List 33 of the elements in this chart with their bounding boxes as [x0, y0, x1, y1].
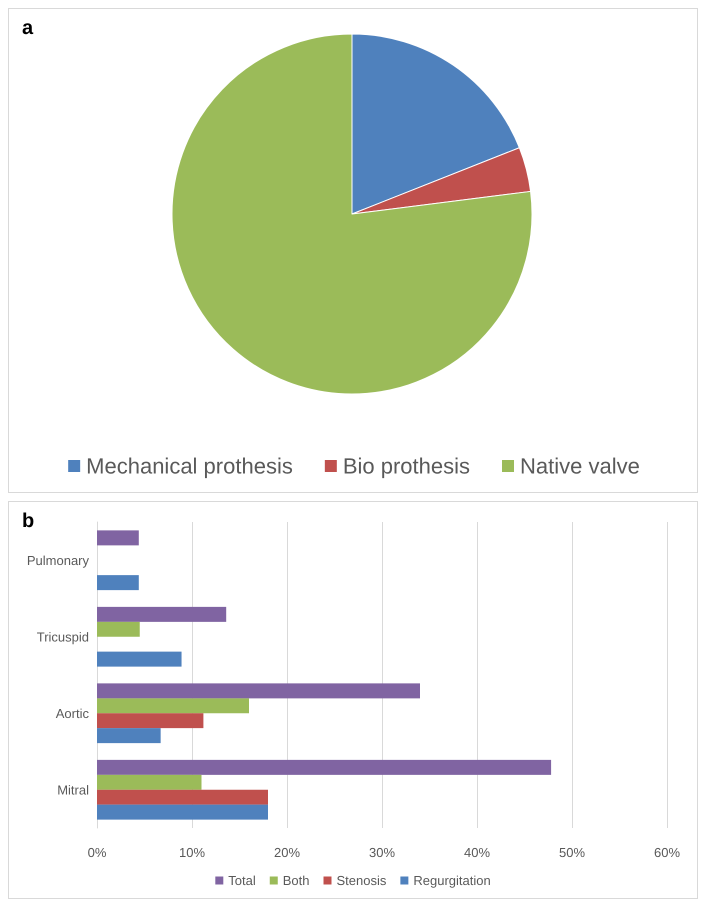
bar [97, 728, 161, 744]
x-tick-label: 0% [88, 845, 107, 860]
bar [97, 774, 202, 790]
legend-label: Total [228, 873, 256, 888]
bar [97, 683, 420, 698]
bar [97, 622, 140, 637]
x-tick-label: 60% [654, 845, 680, 860]
legend-label: Bio prothesis [342, 454, 470, 478]
y-tick-label: Tricuspid [36, 629, 89, 644]
x-tick-label: 10% [178, 845, 206, 860]
x-tick-label: 40% [464, 845, 490, 860]
y-tick-label: Mitral [57, 782, 90, 798]
legend-label: Stenosis [336, 873, 387, 888]
legend-label: Mechanical prothesis [86, 454, 293, 478]
bar [97, 790, 268, 805]
bar [97, 804, 268, 820]
chart-title: b [22, 510, 34, 532]
x-tick-label: 50% [558, 845, 586, 860]
bar [97, 760, 552, 775]
bar [97, 713, 204, 728]
bar [97, 530, 139, 546]
bar [97, 606, 226, 622]
chart-title: a [22, 17, 34, 39]
bar [97, 698, 249, 714]
legend-label: Both [282, 873, 310, 888]
bar [97, 652, 182, 667]
y-tick-label: Aortic [56, 706, 90, 721]
y-tick-label: Pulmonary [26, 552, 90, 568]
x-tick-label: 30% [368, 845, 396, 860]
legend-label: Native valve [520, 454, 640, 478]
legend-label: Regurgitation [413, 873, 491, 888]
x-tick-label: 20% [274, 845, 300, 860]
bar [97, 575, 139, 590]
